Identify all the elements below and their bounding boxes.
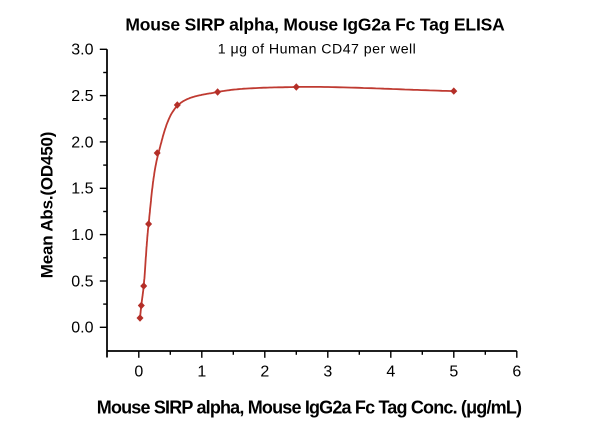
svg-text:1 μg of Human CD47 per well: 1 μg of Human CD47 per well xyxy=(218,42,417,58)
svg-text:Mouse SIRP alpha, Mouse IgG2a: Mouse SIRP alpha, Mouse IgG2a Fc Tag ELI… xyxy=(125,15,505,35)
svg-text:2: 2 xyxy=(260,364,269,381)
svg-text:Mean Abs.(OD450): Mean Abs.(OD450) xyxy=(38,132,57,278)
svg-text:6: 6 xyxy=(512,364,521,381)
svg-text:1.0: 1.0 xyxy=(71,227,93,244)
svg-text:0: 0 xyxy=(134,364,143,381)
svg-text:4: 4 xyxy=(386,364,395,381)
svg-text:2.5: 2.5 xyxy=(71,88,93,105)
svg-text:1.5: 1.5 xyxy=(71,181,93,198)
svg-text:2.0: 2.0 xyxy=(71,134,93,151)
svg-text:Mouse SIRP alpha, Mouse IgG2a: Mouse SIRP alpha, Mouse IgG2a Fc Tag Con… xyxy=(97,398,522,418)
svg-text:0.5: 0.5 xyxy=(71,273,93,290)
svg-text:3: 3 xyxy=(323,364,332,381)
svg-text:1: 1 xyxy=(197,364,206,381)
svg-text:3.0: 3.0 xyxy=(71,42,93,59)
svg-text:0.0: 0.0 xyxy=(71,320,93,337)
svg-text:5: 5 xyxy=(449,364,458,381)
